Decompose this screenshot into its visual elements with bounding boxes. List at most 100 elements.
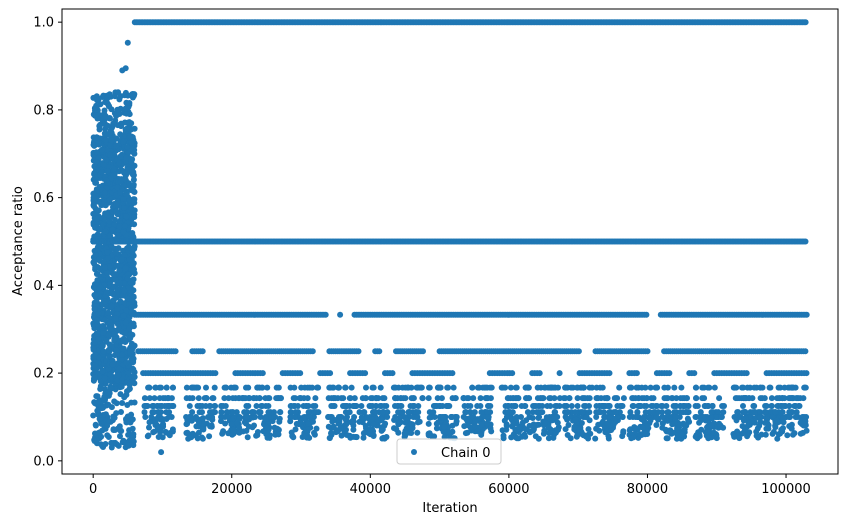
data-point (439, 403, 446, 409)
data-point (350, 426, 357, 433)
data-point (116, 267, 123, 274)
data-point (596, 409, 603, 416)
data-point (802, 238, 809, 245)
data-point (120, 312, 127, 319)
data-point (207, 423, 214, 430)
data-point (104, 255, 111, 262)
data-point (97, 284, 104, 291)
data-point (155, 425, 162, 432)
data-point (236, 416, 243, 423)
data-point (541, 419, 548, 426)
data-point (574, 384, 580, 391)
data-point (510, 403, 517, 409)
data-point (121, 330, 128, 337)
data-point (131, 189, 138, 195)
data-point (245, 384, 252, 391)
data-point (118, 409, 124, 415)
data-point (515, 395, 522, 402)
data-point (113, 347, 120, 354)
data-point (309, 348, 316, 355)
data-point (501, 417, 508, 424)
data-point (265, 409, 272, 416)
data-point (250, 409, 257, 416)
data-point (94, 321, 101, 328)
data-point (699, 395, 706, 402)
data-point (381, 395, 388, 402)
data-point (96, 243, 103, 250)
data-point (112, 216, 118, 223)
data-point (106, 263, 113, 270)
data-point (711, 384, 718, 391)
data-point (393, 426, 400, 433)
data-point (425, 420, 432, 427)
data-point (547, 403, 554, 409)
data-point (335, 384, 342, 391)
data-point (513, 384, 520, 391)
data-point (123, 154, 130, 161)
data-point (127, 335, 134, 342)
data-point (116, 279, 123, 286)
data-point (126, 119, 133, 126)
data-point (366, 403, 373, 409)
data-point (218, 418, 224, 425)
data-point (337, 311, 344, 318)
data-point (169, 384, 176, 391)
data-point (118, 123, 125, 130)
data-point (275, 431, 282, 438)
data-point (614, 403, 621, 409)
data-point (126, 180, 132, 187)
data-point (126, 111, 133, 118)
data-point (107, 371, 114, 378)
data-point (116, 425, 123, 432)
data-point (92, 104, 99, 111)
data-point (554, 427, 561, 433)
data-point (521, 403, 528, 409)
data-point (129, 416, 136, 423)
data-point (124, 275, 131, 282)
data-point (410, 403, 417, 409)
data-point (370, 384, 377, 391)
data-point (329, 418, 336, 425)
data-point (130, 176, 137, 183)
data-point (94, 215, 101, 222)
data-point (91, 436, 98, 443)
data-point (574, 403, 581, 409)
data-point (129, 425, 136, 432)
data-point (195, 395, 202, 402)
data-point (101, 130, 108, 137)
data-point (313, 425, 320, 432)
data-point (449, 414, 456, 420)
data-point (90, 219, 97, 226)
data-point (376, 348, 383, 355)
data-point (470, 395, 477, 402)
data-point (669, 421, 676, 428)
data-point (224, 414, 231, 420)
data-point (131, 342, 138, 349)
data-point (306, 414, 313, 420)
data-point (128, 205, 135, 212)
data-point (616, 384, 623, 391)
data-point (258, 403, 265, 409)
data-point (108, 439, 115, 446)
data-point (536, 414, 543, 420)
data-point (172, 348, 179, 355)
data-point (130, 294, 137, 301)
data-point (126, 245, 133, 251)
data-point (342, 415, 349, 422)
data-point (99, 443, 106, 450)
data-point (441, 424, 448, 430)
data-point (573, 433, 580, 440)
data-point (363, 384, 369, 391)
data-point (469, 384, 476, 391)
data-point (647, 417, 654, 424)
data-point (100, 323, 107, 329)
data-point (131, 214, 138, 221)
data-point (348, 384, 355, 391)
data-point (716, 420, 723, 427)
data-point (99, 342, 106, 349)
data-point (314, 384, 321, 391)
data-point (389, 370, 396, 377)
data-point (91, 362, 98, 369)
data-point (96, 265, 103, 272)
data-point (255, 409, 262, 416)
